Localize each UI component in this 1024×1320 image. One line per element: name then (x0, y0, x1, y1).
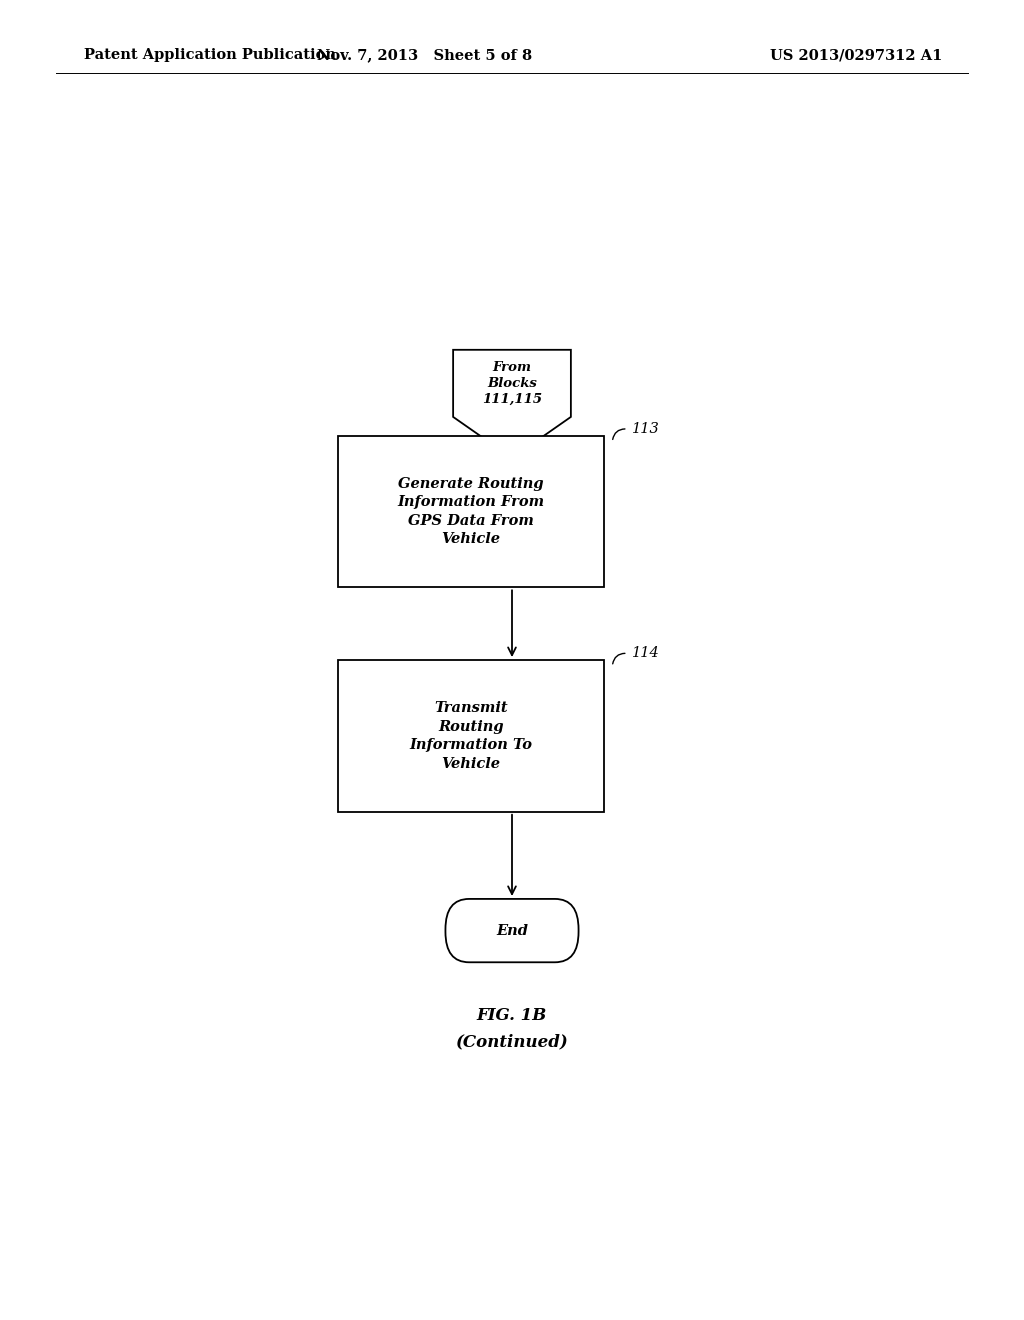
Text: FIG. 1B: FIG. 1B (477, 1007, 547, 1023)
Text: Transmit
Routing
Information To
Vehicle: Transmit Routing Information To Vehicle (410, 701, 532, 771)
Text: 113: 113 (632, 422, 659, 436)
Text: Generate Routing
Information From
GPS Data From
Vehicle: Generate Routing Information From GPS Da… (397, 477, 545, 546)
Text: Patent Application Publication: Patent Application Publication (84, 49, 336, 62)
FancyBboxPatch shape (445, 899, 579, 962)
Polygon shape (453, 350, 571, 458)
Text: US 2013/0297312 A1: US 2013/0297312 A1 (770, 49, 942, 62)
Text: End: End (496, 924, 528, 937)
FancyBboxPatch shape (338, 436, 604, 587)
Text: From
Blocks
111,115: From Blocks 111,115 (482, 362, 542, 405)
Text: 114: 114 (632, 647, 659, 660)
Text: Nov. 7, 2013   Sheet 5 of 8: Nov. 7, 2013 Sheet 5 of 8 (317, 49, 532, 62)
FancyBboxPatch shape (338, 660, 604, 812)
Text: (Continued): (Continued) (456, 1034, 568, 1049)
